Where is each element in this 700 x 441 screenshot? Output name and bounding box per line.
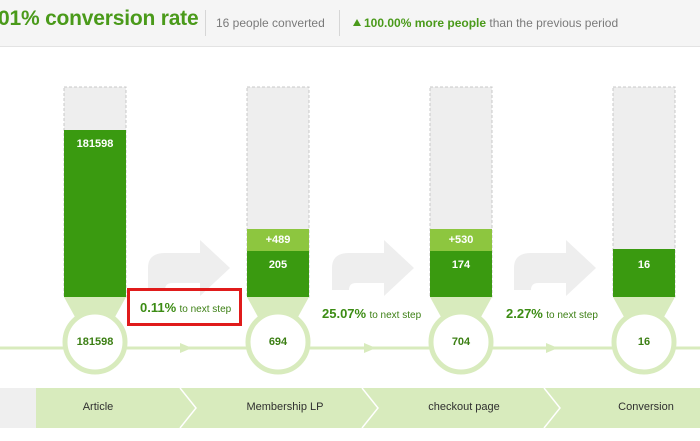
step-node xyxy=(245,309,311,375)
step-rate-percent: 2.27% xyxy=(506,306,543,321)
stage-checkout-page[interactable]: checkout page xyxy=(428,401,500,413)
bar-value-label: 205 xyxy=(268,259,288,271)
bar-added-label: +489 xyxy=(265,234,291,246)
bar-value-label: 16 xyxy=(637,259,651,271)
next-step-arrow-icon xyxy=(332,240,414,296)
flow-arrow-icon xyxy=(364,343,376,353)
header-divider xyxy=(339,10,340,36)
conversion-rate: 01% conversion rate xyxy=(0,7,199,30)
node-value: 694 xyxy=(268,336,288,348)
node-value: 704 xyxy=(451,336,471,348)
ribbon-segment xyxy=(362,388,560,428)
next-step-arrow-icon xyxy=(148,240,230,296)
bar-value xyxy=(247,251,309,297)
ribbon-divider xyxy=(179,387,197,429)
ribbon-divider xyxy=(543,387,561,429)
node-value: 16 xyxy=(637,336,651,348)
step-rate-text: to next step xyxy=(546,310,598,321)
bar-added xyxy=(430,229,492,251)
bar-added xyxy=(247,229,309,251)
step-rate-percent: 0.11% xyxy=(140,300,177,315)
step-rate: 25.07% to next step xyxy=(322,306,421,321)
ribbon-divider xyxy=(361,387,379,429)
period-change: 100.00% more people than the previous pe… xyxy=(353,16,618,30)
bar-value xyxy=(430,251,492,297)
bar-value xyxy=(613,249,675,297)
ribbon-start xyxy=(0,388,36,428)
period-change-rest: than the previous period xyxy=(486,16,619,30)
bar-added-label: +530 xyxy=(448,234,474,246)
step-rate-percent: 25.07% xyxy=(322,306,367,321)
people-converted: 16 people converted xyxy=(216,16,325,30)
summary-header: 01% conversion rate 16 people converted … xyxy=(0,0,700,47)
step-node xyxy=(62,309,128,375)
step-node xyxy=(611,309,677,375)
ribbon-segment xyxy=(36,388,196,428)
step-rate-highlighted: 0.11% to next step xyxy=(127,288,243,326)
bar-value-label: 181598 xyxy=(76,138,114,150)
step-rate-text: to next step xyxy=(179,304,232,315)
period-change-strong: 100.00% more people xyxy=(364,16,487,30)
stage-membership-lp[interactable]: Membership LP xyxy=(246,401,324,413)
header-divider xyxy=(205,10,206,36)
flow-arrow-icon xyxy=(546,343,558,353)
step-rate: 2.27% to next step xyxy=(506,306,598,321)
stage-conversion[interactable]: Conversion xyxy=(618,401,674,413)
up-arrow-icon xyxy=(353,19,361,26)
ribbon-segment xyxy=(180,388,378,428)
flow-arrow-icon xyxy=(180,343,192,353)
stage-article[interactable]: Article xyxy=(82,401,114,413)
node-value: 181598 xyxy=(76,336,114,348)
bar-value xyxy=(64,130,126,297)
step-rate-text: to next step xyxy=(369,310,422,321)
next-step-arrow-icon xyxy=(514,240,596,296)
step-node xyxy=(428,309,494,375)
ribbon-segment xyxy=(544,388,700,428)
bar-value-label: 174 xyxy=(451,259,471,271)
